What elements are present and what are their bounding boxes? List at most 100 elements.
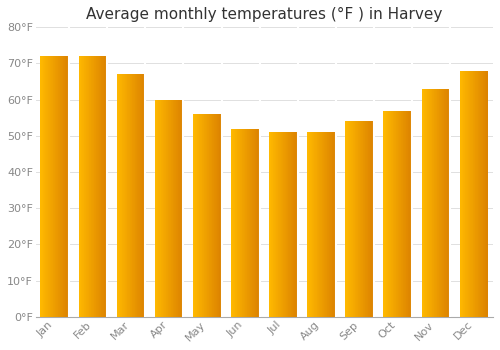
Bar — [46, 56, 47, 317]
Bar — [56, 56, 57, 317]
Bar — [136, 74, 138, 317]
Bar — [405, 111, 406, 317]
Bar — [403, 111, 404, 317]
Bar — [158, 100, 159, 317]
Bar — [240, 129, 241, 317]
Bar — [134, 74, 136, 317]
Bar — [392, 111, 393, 317]
Bar — [357, 121, 358, 317]
Bar — [476, 71, 477, 317]
Bar — [479, 71, 480, 317]
Bar — [141, 74, 142, 317]
Bar — [194, 114, 195, 317]
Bar — [143, 74, 144, 317]
Bar — [155, 100, 156, 317]
Bar — [178, 100, 179, 317]
Bar — [367, 121, 368, 317]
Bar — [318, 132, 320, 317]
Bar — [144, 74, 146, 317]
Bar — [432, 89, 433, 317]
Bar — [425, 89, 426, 317]
Bar — [258, 129, 259, 317]
Bar — [67, 56, 68, 317]
Bar — [131, 74, 132, 317]
Bar — [237, 129, 238, 317]
Bar — [469, 71, 470, 317]
Bar — [168, 100, 169, 317]
Bar — [64, 56, 65, 317]
Bar — [95, 56, 96, 317]
Bar — [428, 89, 430, 317]
Bar — [211, 114, 212, 317]
Bar — [328, 132, 330, 317]
Bar — [288, 132, 289, 317]
Bar — [464, 71, 466, 317]
Bar — [201, 114, 202, 317]
Bar — [348, 121, 349, 317]
Bar — [396, 111, 397, 317]
Bar — [193, 114, 194, 317]
Bar — [409, 111, 410, 317]
Bar — [65, 56, 66, 317]
Bar — [434, 89, 435, 317]
Bar — [119, 74, 120, 317]
Bar — [280, 132, 281, 317]
Bar — [445, 89, 446, 317]
Bar — [424, 89, 425, 317]
Bar — [106, 56, 107, 317]
Bar — [133, 74, 134, 317]
Bar — [308, 132, 310, 317]
Bar — [448, 89, 449, 317]
Bar — [311, 132, 312, 317]
Bar — [251, 129, 252, 317]
Bar — [139, 74, 140, 317]
Bar — [461, 71, 462, 317]
Bar — [47, 56, 48, 317]
Bar — [180, 100, 182, 317]
Bar — [124, 74, 126, 317]
Bar — [244, 129, 246, 317]
Bar — [356, 121, 357, 317]
Bar — [371, 121, 372, 317]
Bar — [202, 114, 203, 317]
Bar — [92, 56, 93, 317]
Bar — [313, 132, 314, 317]
Bar — [54, 56, 55, 317]
Bar — [100, 56, 102, 317]
Bar — [274, 132, 275, 317]
Bar — [248, 129, 249, 317]
Bar — [239, 129, 240, 317]
Bar — [481, 71, 482, 317]
Bar — [40, 56, 41, 317]
Bar — [214, 114, 215, 317]
Bar — [444, 89, 445, 317]
Bar — [360, 121, 361, 317]
Bar — [51, 56, 52, 317]
Bar — [118, 74, 119, 317]
Bar — [234, 129, 236, 317]
Bar — [212, 114, 213, 317]
Bar — [256, 129, 257, 317]
Bar — [164, 100, 165, 317]
Bar — [198, 114, 200, 317]
Bar — [314, 132, 315, 317]
Bar — [55, 56, 56, 317]
Bar — [334, 132, 335, 317]
Bar — [287, 132, 288, 317]
Bar — [129, 74, 130, 317]
Bar — [366, 121, 367, 317]
Bar — [82, 56, 83, 317]
Bar — [175, 100, 176, 317]
Bar — [176, 100, 177, 317]
Bar — [443, 89, 444, 317]
Bar — [402, 111, 403, 317]
Bar — [472, 71, 474, 317]
Bar — [410, 111, 412, 317]
Bar — [470, 71, 471, 317]
Bar — [59, 56, 60, 317]
Bar — [169, 100, 170, 317]
Bar — [159, 100, 160, 317]
Bar — [294, 132, 295, 317]
Bar — [372, 121, 373, 317]
Bar — [331, 132, 332, 317]
